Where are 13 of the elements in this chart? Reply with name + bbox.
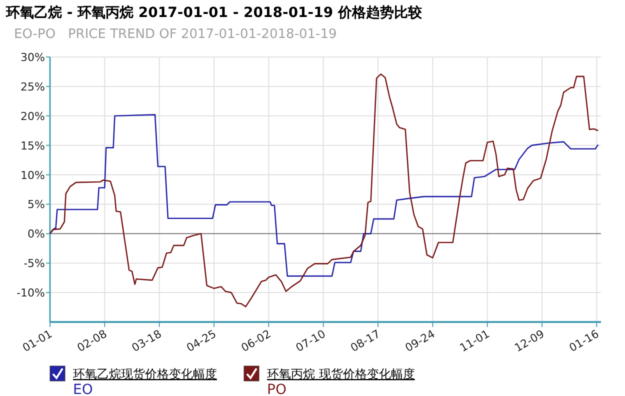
y-tick-label: 10%	[20, 168, 45, 182]
y-tick-label: 0%	[28, 228, 45, 241]
legend-label: 环氧乙烷现货价格变化幅度	[73, 367, 217, 381]
y-tick-label: 15%	[20, 139, 45, 152]
chart-subtitle: EO-PO PRICE TREND OF 2017-01-01-2018-01-19	[14, 27, 337, 42]
y-tick-label: 5%	[28, 198, 45, 212]
y-tick-label: 30%	[20, 51, 45, 64]
y-tick-label: 20%	[20, 110, 45, 123]
legend-label: 环氧丙烷 现货价格变化幅度	[267, 367, 415, 381]
y-tick-label: -10%	[16, 286, 45, 300]
y-tick-label: -5%	[24, 257, 45, 270]
chart-title: 环氧乙烷 - 环氧丙烷 2017-01-01 - 2018-01-19 价格趋势比较	[5, 5, 423, 21]
y-tick-label: 25%	[20, 80, 45, 94]
